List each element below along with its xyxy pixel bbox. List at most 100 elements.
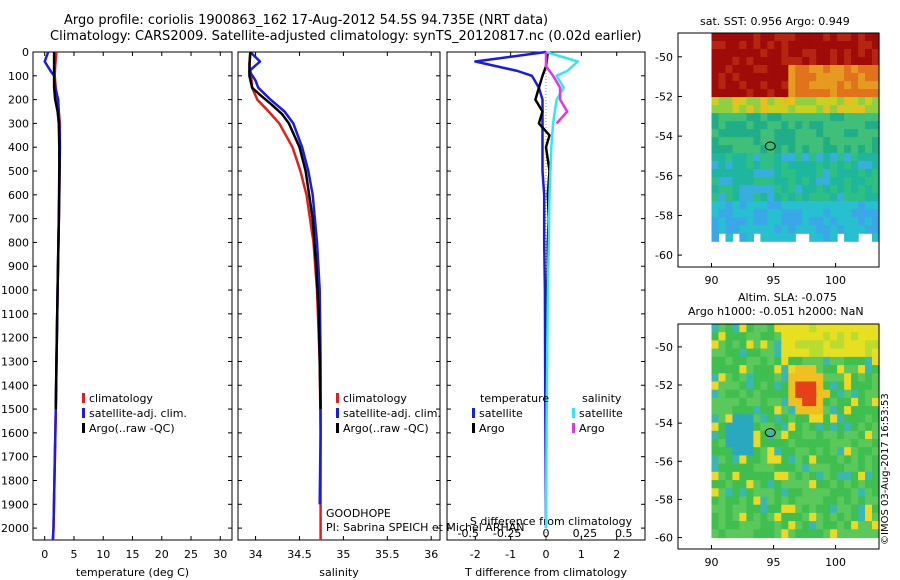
map-cell [809, 153, 817, 162]
x-tick-label: 0 [543, 548, 550, 561]
map-cell [858, 113, 866, 122]
map-cell [858, 497, 866, 506]
map-cell [732, 65, 740, 74]
map-cell [732, 390, 740, 399]
map-cell [732, 455, 740, 464]
map-cell [837, 97, 845, 106]
plot-frame [33, 52, 232, 540]
map-cell [753, 505, 761, 514]
map-cell [726, 113, 734, 122]
map-cell [830, 233, 838, 242]
map-cell [719, 447, 727, 456]
map-cell [802, 488, 810, 497]
map-cell [753, 382, 761, 391]
x-tick-label: 34.5 [287, 548, 312, 561]
map-cell [760, 89, 768, 98]
map-cell [865, 201, 873, 210]
x-tick-label: 0 [41, 548, 48, 561]
x-tick-label: 15 [126, 548, 140, 561]
map-cell [816, 169, 824, 178]
map-cell [851, 423, 859, 432]
map-cell [837, 129, 845, 138]
map-cell [760, 65, 768, 74]
map-cell [781, 225, 789, 234]
map-cell [732, 382, 740, 391]
map-cell [760, 406, 768, 415]
map-cell [844, 209, 852, 218]
map-cell [823, 521, 831, 530]
x-tick-label: -2 [470, 548, 481, 561]
map-cell [726, 161, 734, 170]
map-cell [712, 332, 720, 341]
map-cell [774, 447, 782, 456]
map-cell [712, 97, 720, 106]
map-cell [753, 161, 761, 170]
map-cell [795, 73, 803, 82]
map-cell [788, 89, 796, 98]
map-cell [823, 41, 831, 50]
map-cell [851, 121, 859, 130]
map-cell [719, 406, 727, 415]
map-cell [816, 113, 824, 122]
map-cell [739, 529, 747, 538]
map-cell [767, 472, 775, 481]
map-cell [802, 340, 810, 349]
map-cell [781, 480, 789, 489]
map-cell [830, 365, 838, 374]
map-cell [830, 529, 838, 538]
map-cell [739, 121, 747, 130]
map-cell [739, 521, 747, 530]
map-cell [844, 406, 852, 415]
map-cell [746, 488, 754, 497]
map-cell [844, 121, 852, 130]
map-cell [809, 137, 817, 146]
map-cell [732, 332, 740, 341]
map-cell [739, 349, 747, 358]
map-cell [823, 113, 831, 122]
y-tick-label: 600 [8, 189, 29, 202]
map-cell [816, 65, 824, 74]
map-cell [788, 464, 796, 473]
map-cell [746, 324, 754, 333]
map-cell [816, 73, 824, 82]
map-cell [774, 41, 782, 50]
map-cell [774, 185, 782, 194]
map-cell [830, 137, 838, 146]
map-cell [781, 423, 789, 432]
map-cell [823, 340, 831, 349]
map-cell [760, 423, 768, 432]
map-cell [809, 89, 817, 98]
map-cell [795, 161, 803, 170]
map-cell [732, 521, 740, 530]
map-cell [823, 193, 831, 202]
map-cell [719, 97, 727, 106]
map-cell [823, 81, 831, 90]
map-cell [753, 209, 761, 218]
map-cell [781, 349, 789, 358]
map-cell [781, 161, 789, 170]
map-cell [781, 137, 789, 146]
map-cell [781, 97, 789, 106]
map-cell [830, 161, 838, 170]
map-cell [816, 49, 824, 58]
map-cell [830, 431, 838, 440]
map-cell [844, 73, 852, 82]
map-y-tick-label: -52 [655, 90, 673, 103]
map-cell [719, 41, 727, 50]
map-cell [760, 57, 768, 66]
map-cell [788, 497, 796, 506]
map-cell [753, 398, 761, 407]
map-cell [858, 340, 866, 349]
map-cell [872, 169, 880, 178]
map-cell [739, 505, 747, 514]
map-cell [767, 382, 775, 391]
map-cell [858, 390, 866, 399]
map-cell [802, 41, 810, 50]
sla-map [678, 324, 880, 549]
map-cell [844, 414, 852, 423]
map-cell [851, 137, 859, 146]
map-cell [767, 137, 775, 146]
map-cell [858, 225, 866, 234]
map-cell [726, 324, 734, 333]
map-cell [830, 357, 838, 366]
